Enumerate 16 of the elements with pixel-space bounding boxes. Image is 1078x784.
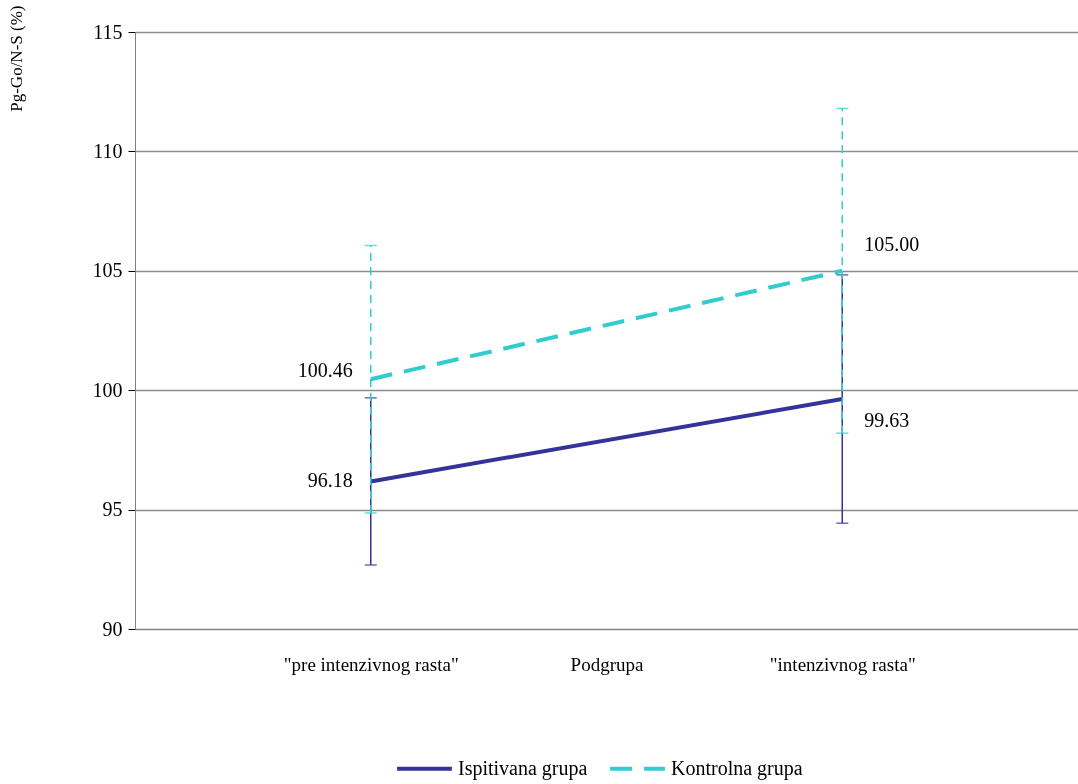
data-label: 99.63 [864, 409, 910, 432]
legend-label: Ispitivana grupa [458, 756, 588, 780]
y-tick-label: 105 [92, 259, 123, 282]
legend-label: Kontrolna grupa [671, 756, 803, 780]
x-tick-label: "pre intenzivnog rasta" [283, 653, 459, 675]
y-axis-title: Pg-Go/N-S (%) [6, 5, 26, 112]
data-label: 100.46 [297, 359, 353, 382]
data-label: 105.00 [864, 232, 920, 255]
y-tick-label: 90 [102, 617, 123, 640]
x-tick-label: "intenzivnog rasta" [769, 653, 916, 675]
y-tick-label: 100 [92, 378, 123, 401]
y-tick-label: 110 [93, 139, 123, 162]
y-tick-label: 95 [102, 498, 123, 521]
data-label: 96.18 [307, 469, 353, 492]
y-tick-label: 115 [93, 20, 123, 43]
x-axis-title: Podgrupa [570, 653, 644, 675]
